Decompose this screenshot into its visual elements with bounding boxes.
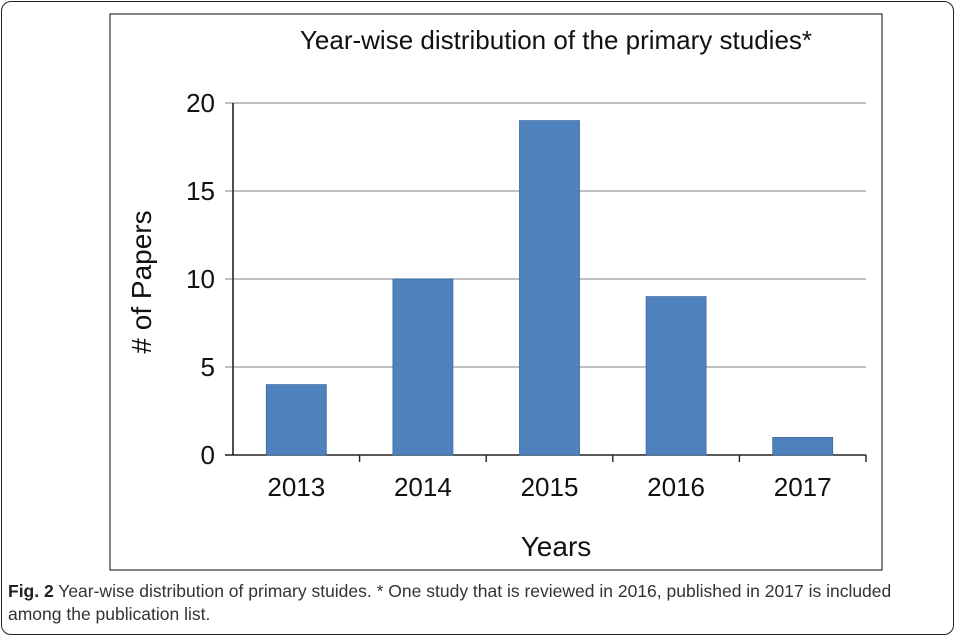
x-tick-label: 2013 [267, 472, 325, 502]
bar-2013 [265, 384, 327, 456]
chart-border [109, 13, 883, 571]
caption-label: Fig. 2 [8, 581, 54, 601]
grid-lines [225, 102, 867, 462]
y-tick-label: 5 [201, 352, 215, 382]
figure-caption: Fig. 2 Year-wise distribution of primary… [8, 580, 943, 626]
bar-2014 [392, 278, 454, 456]
bar-2015 [519, 120, 580, 456]
caption-text: Year-wise distribution of primary stuide… [8, 581, 892, 624]
x-tick-label: 2016 [647, 472, 705, 502]
y-tick-label: 20 [186, 88, 215, 118]
y-tick-label: 15 [186, 176, 215, 206]
y-tick-label: 0 [201, 440, 215, 470]
y-tick-label: 10 [186, 264, 215, 294]
x-tick-labels: 2013 2014 2015 2016 2017 [267, 472, 831, 502]
x-axis-title: Years [521, 531, 592, 562]
bar-2016 [645, 296, 707, 456]
x-tick-label: 2017 [774, 472, 832, 502]
y-tick-labels: 0 5 10 15 20 [186, 88, 215, 470]
x-tick-label: 2015 [521, 472, 579, 502]
bars [265, 120, 834, 456]
x-tick-label: 2014 [394, 472, 452, 502]
bar-chart: 0 5 10 15 20 2013 2014 2015 2016 2017 Year-wise … [109, 13, 883, 571]
y-axis-title: # of Papers [126, 210, 157, 353]
chart-title: Year-wise distribution of the primary st… [300, 25, 812, 55]
bar-2017 [772, 436, 834, 456]
